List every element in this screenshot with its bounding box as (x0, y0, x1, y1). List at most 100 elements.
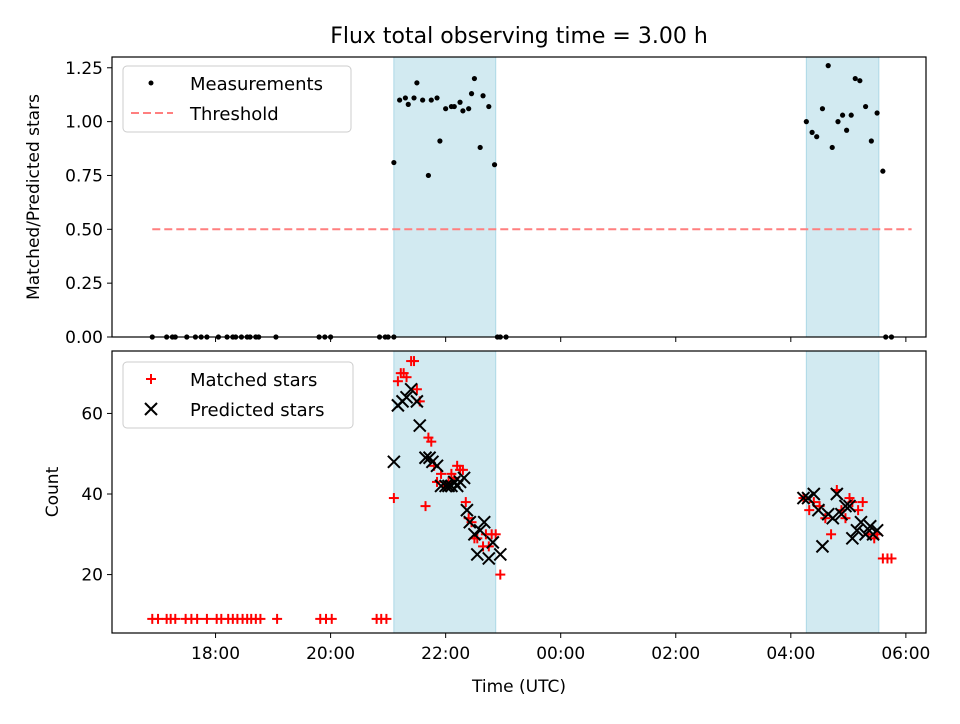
measurement-point (397, 97, 403, 103)
legend-matched-label: Matched stars (190, 370, 317, 391)
measurement-point (477, 144, 483, 151)
predicted-star-point (470, 547, 485, 562)
predicted-star-point (796, 491, 811, 505)
chart-title: Flux total observing time = 3.00 h (330, 24, 708, 49)
measurement-point (852, 75, 858, 82)
predicted-star-point (467, 527, 482, 542)
measurement-point (425, 172, 431, 179)
matched-star-point (886, 553, 897, 564)
predicted-star-point (404, 382, 418, 396)
predicted-star-point (463, 515, 477, 529)
predicted-star-point (838, 499, 853, 513)
matched-star-point (153, 613, 164, 624)
predicted-star-point (807, 487, 821, 501)
matched-star-point (490, 529, 501, 540)
matched-star-point (826, 529, 837, 540)
top-legend: Measurements Threshold (122, 65, 352, 133)
xlabel: Time (UTC) (471, 677, 566, 697)
matched-star-point (201, 613, 212, 624)
legend-predicted-marker (144, 402, 158, 416)
measurement-point (839, 112, 846, 118)
bottom-axes-frame (111, 350, 927, 634)
measurement-point (868, 138, 874, 144)
measurement-point (803, 119, 809, 125)
observing-window-top-1 (393, 56, 497, 338)
predicted-star-point (493, 547, 508, 562)
predicted-star-point (438, 479, 453, 493)
predicted-star-point (486, 535, 500, 550)
predicted-star-point (457, 471, 471, 485)
matched-star-point (857, 497, 868, 508)
measurement-point (491, 162, 498, 168)
matched-star-point (804, 505, 815, 516)
measurement-point (466, 106, 472, 112)
top-ytick-label: 1.25 (65, 59, 103, 79)
top-ylabel: Matched/Predicted stars (24, 94, 44, 300)
matched-star-point (460, 497, 471, 508)
measurement-point (468, 91, 475, 97)
bottom-ytick-label: 40 (81, 485, 103, 505)
xtick-label: 06:00 (881, 644, 930, 664)
measurement-point (814, 134, 820, 140)
bottom-ytick-label: 20 (81, 566, 103, 586)
measurement-point (880, 168, 886, 174)
top-ytick-label: 0.00 (65, 328, 103, 348)
matched-star-point (466, 517, 477, 528)
predicted-star-point (826, 511, 840, 525)
predicted-star-point (418, 451, 433, 465)
top-axes-frame (111, 56, 927, 338)
legend-matched-marker (146, 374, 156, 384)
predicted-star-point (477, 515, 491, 529)
measurement-point (391, 159, 397, 166)
matched-star-point (457, 464, 468, 475)
observing-window-bot-1 (393, 350, 497, 634)
predicted-star-point (854, 515, 868, 529)
observing-window-top-2 (805, 56, 880, 338)
measurement-point (874, 110, 880, 116)
matched-star-point (255, 613, 266, 624)
predicted-star-point (801, 491, 815, 505)
predicted-star-point (811, 503, 826, 517)
matched-star-point (401, 372, 412, 383)
matched-star-point (409, 356, 420, 367)
top-ytick-label: 0.75 (65, 166, 103, 186)
measurement-point (471, 75, 478, 82)
matched-star-point (426, 436, 437, 447)
measurement-point (411, 95, 417, 101)
predicted-star-point (430, 459, 444, 473)
bottom-legend: Matched stars Predicted stars (122, 361, 354, 429)
xtick-label: 00:00 (536, 644, 585, 664)
matched-star-point (388, 493, 399, 504)
measurement-point (857, 78, 863, 84)
top-ytick-label: 0.50 (65, 220, 103, 240)
measurement-point (480, 93, 486, 99)
top-ytick-label: 1.00 (65, 113, 103, 133)
xtick-label: 22:00 (421, 644, 470, 664)
matched-star-point (192, 613, 203, 624)
measurement-point (428, 97, 434, 103)
predicted-star-point (482, 551, 496, 566)
observing-window-bot-2 (805, 350, 880, 634)
predicted-star-point (870, 523, 884, 537)
matched-star-point (420, 501, 431, 512)
legend-threshold-label: Threshold (189, 104, 279, 125)
measurement-point (844, 127, 850, 133)
measurement-point (825, 63, 831, 69)
bottom-ytick-label: 60 (81, 404, 103, 424)
matched-star-point (495, 569, 506, 580)
top-ytick-label: 0.25 (65, 274, 103, 294)
legend-measurements-label: Measurements (190, 74, 323, 95)
measurement-point (862, 103, 869, 110)
measurement-point (451, 103, 457, 110)
measurement-point (486, 103, 492, 110)
measurement-point (809, 129, 815, 135)
predicted-star-point (473, 523, 487, 537)
predicted-star-point (410, 394, 424, 409)
legend-measurements-marker (148, 80, 154, 86)
bottom-panel: 20 40 60 Count 18:00 20:00 22:00 00:00 02:00 04… (43, 350, 930, 697)
matched-star-point (381, 613, 392, 624)
measurement-point (457, 99, 463, 105)
bottom-ylabel: Count (43, 466, 63, 517)
measurement-point (460, 108, 466, 114)
